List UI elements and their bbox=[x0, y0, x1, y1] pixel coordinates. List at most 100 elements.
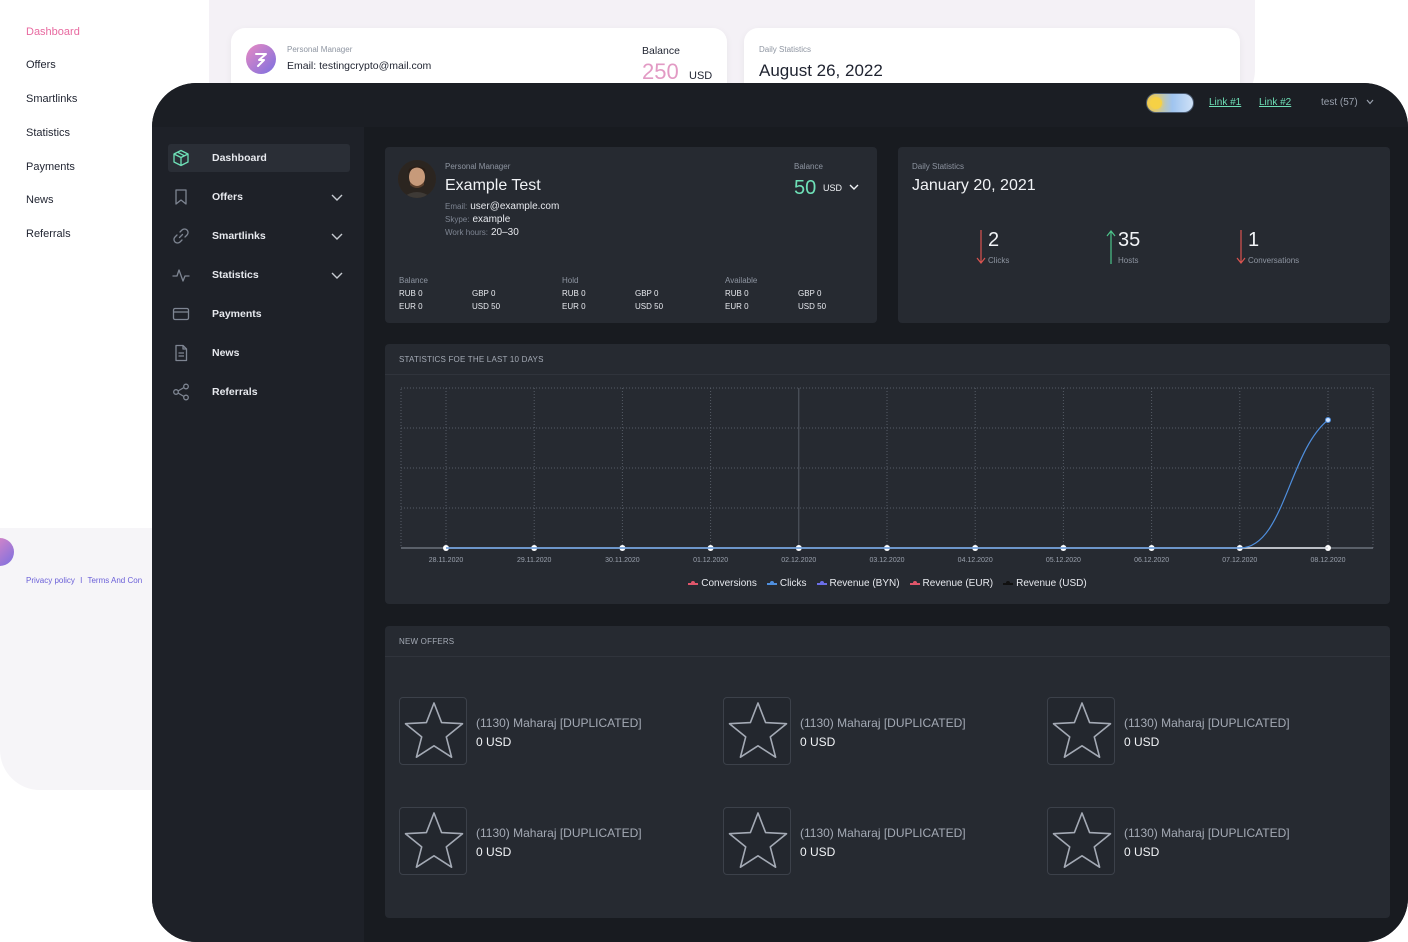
offer-item[interactable]: (1130) Maharaj [DUPLICATED] 0 USD bbox=[723, 697, 1023, 767]
bg-manager-email: Email: testingcrypto@mail.com bbox=[287, 60, 432, 72]
topbar-link-1[interactable]: Link #1 bbox=[1209, 97, 1242, 108]
offer-thumbnail[interactable] bbox=[723, 807, 791, 875]
offer-thumbnail[interactable] bbox=[723, 697, 791, 765]
user-menu[interactable]: test (57) bbox=[1321, 97, 1374, 108]
offer-price: 0 USD bbox=[476, 845, 512, 859]
sidebar-item-referrals[interactable]: Referrals bbox=[168, 378, 350, 406]
bg-nav-statistics[interactable]: Statistics bbox=[26, 127, 71, 139]
hold-column: Hold RUB 0 GBP 0 EUR 0 USD 50 bbox=[562, 276, 708, 313]
manager-photo bbox=[398, 160, 436, 198]
offer-thumbnail[interactable] bbox=[1047, 807, 1115, 875]
daily-date: January 20, 2021 bbox=[912, 177, 1036, 194]
bg-balance-label: Balance bbox=[642, 45, 680, 57]
x-tick-label: 03.12.2020 bbox=[869, 557, 904, 564]
star-icon bbox=[1052, 702, 1112, 758]
offer-title[interactable]: (1130) Maharaj [DUPLICATED] bbox=[476, 826, 642, 840]
offer-item[interactable]: (1130) Maharaj [DUPLICATED] 0 USD bbox=[723, 807, 1023, 877]
bg-nav-smartlinks[interactable]: Smartlinks bbox=[26, 93, 78, 105]
legend-marker bbox=[766, 580, 777, 585]
legend-label: Clicks bbox=[779, 578, 807, 589]
divider bbox=[385, 374, 1390, 375]
privacy-policy-link[interactable]: Privacy policy bbox=[26, 576, 75, 585]
legend-item[interactable]: Revenue (BYN) bbox=[816, 578, 900, 589]
chart-legend: Conversions Clicks Revenue (BYN) Revenue (E… bbox=[385, 578, 1390, 589]
legend-item[interactable]: Revenue (EUR) bbox=[909, 578, 994, 589]
terms-link[interactable]: Terms And Con bbox=[87, 576, 143, 585]
legend-item[interactable]: Conversions bbox=[688, 578, 757, 589]
offer-title[interactable]: (1130) Maharaj [DUPLICATED] bbox=[1124, 826, 1290, 840]
chevron-down-icon[interactable] bbox=[330, 190, 344, 204]
legend-label: Revenue (EUR) bbox=[922, 578, 994, 589]
x-tick-label: 04.12.2020 bbox=[958, 557, 993, 564]
bg-nav-referrals[interactable]: Referrals bbox=[26, 228, 71, 240]
divider bbox=[385, 656, 1390, 657]
data-point[interactable] bbox=[1325, 417, 1331, 423]
offer-thumbnail[interactable] bbox=[399, 807, 467, 875]
offer-thumbnail[interactable] bbox=[1047, 697, 1115, 765]
bg-balance-currency: USD bbox=[689, 70, 713, 82]
bg-nav-offers[interactable]: Offers bbox=[26, 59, 56, 71]
offer-price: 0 USD bbox=[800, 845, 836, 859]
x-tick-label: 06.12.2020 bbox=[1134, 557, 1169, 564]
chevron-down-icon[interactable] bbox=[330, 268, 344, 282]
manager-skype[interactable]: example bbox=[472, 214, 511, 225]
legend-item[interactable]: Revenue (USD) bbox=[1003, 578, 1087, 589]
offer-thumbnail[interactable] bbox=[399, 697, 467, 765]
sidebar-item-dashboard[interactable]: Dashboard bbox=[168, 144, 350, 172]
manager-email[interactable]: user@example.com bbox=[470, 201, 560, 212]
bg-manager-avatar bbox=[246, 44, 276, 74]
x-tick-label: 07.12.2020 bbox=[1222, 557, 1257, 564]
bg-nav-payments[interactable]: Payments bbox=[26, 161, 75, 173]
legend-marker bbox=[688, 580, 699, 585]
sidebar-item-payments[interactable]: Payments bbox=[168, 300, 350, 328]
currency-label: USD bbox=[823, 183, 843, 193]
sidebar-item-label: Offers bbox=[212, 191, 243, 203]
offers-section-title: NEW OFFERS bbox=[399, 637, 455, 646]
star-icon bbox=[728, 812, 788, 868]
hold-rub: RUB 0 bbox=[562, 289, 586, 298]
hold-gbp: GBP 0 bbox=[635, 289, 659, 298]
bg-footer-blob bbox=[0, 538, 14, 566]
sidebar-item-label: Payments bbox=[212, 308, 262, 320]
offer-price: 0 USD bbox=[476, 735, 512, 749]
legend-marker bbox=[1003, 580, 1014, 585]
offer-item[interactable]: (1130) Maharaj [DUPLICATED] 0 USD bbox=[399, 697, 699, 767]
balance-value: 50 bbox=[794, 177, 817, 199]
bg-nav-news[interactable]: News bbox=[26, 194, 54, 206]
offer-title[interactable]: (1130) Maharaj [DUPLICATED] bbox=[1124, 716, 1290, 730]
bg-nav-dashboard[interactable]: Dashboard bbox=[26, 26, 80, 38]
offer-item[interactable]: (1130) Maharaj [DUPLICATED] 0 USD bbox=[1047, 807, 1347, 877]
avatar bbox=[398, 160, 436, 198]
sidebar-item-statistics[interactable]: Statistics bbox=[168, 261, 350, 289]
currency-select[interactable]: USD bbox=[823, 183, 859, 193]
bg-footer-links: Privacy policy I Terms And Con bbox=[26, 576, 142, 585]
user-label: test (57) bbox=[1321, 97, 1358, 108]
topbar-link-2[interactable]: Link #2 bbox=[1259, 97, 1292, 108]
legend-item[interactable]: Clicks bbox=[766, 578, 807, 589]
offer-title[interactable]: (1130) Maharaj [DUPLICATED] bbox=[476, 716, 642, 730]
cube-icon bbox=[173, 149, 189, 167]
sidebar-item-offers[interactable]: Offers bbox=[168, 183, 350, 211]
x-tick-label: 29.11.2020 bbox=[517, 557, 552, 564]
balance-column-title: Balance bbox=[399, 276, 428, 285]
link-icon bbox=[173, 228, 189, 244]
offer-item[interactable]: (1130) Maharaj [DUPLICATED] 0 USD bbox=[1047, 697, 1347, 767]
sidebar-item-news[interactable]: News bbox=[168, 339, 350, 367]
x-tick-label: 08.12.2020 bbox=[1310, 557, 1345, 564]
offer-price: 0 USD bbox=[1124, 735, 1160, 749]
available-rub: RUB 0 bbox=[725, 289, 749, 298]
sidebar-item-smartlinks[interactable]: Smartlinks bbox=[168, 222, 350, 250]
sidebar: Dashboard Offers Smartlinks Statistics bbox=[152, 127, 364, 942]
theme-toggle[interactable] bbox=[1146, 93, 1194, 113]
document-icon bbox=[175, 344, 188, 362]
offer-title[interactable]: (1130) Maharaj [DUPLICATED] bbox=[800, 826, 966, 840]
line-chart[interactable]: 28.11.2020 29.11.2020 30.11.2020 01.12.2020… bbox=[385, 344, 1390, 574]
daily-stats-card: Daily Statistics January 20, 2021 2 Clic… bbox=[898, 147, 1390, 323]
available-usd: USD 50 bbox=[798, 302, 827, 311]
daily-label: Daily Statistics bbox=[912, 162, 965, 171]
share-icon bbox=[173, 383, 189, 401]
offer-item[interactable]: (1130) Maharaj [DUPLICATED] 0 USD bbox=[399, 807, 699, 877]
chevron-down-icon[interactable] bbox=[330, 229, 344, 243]
bg-daily-label: Daily Statistics bbox=[759, 45, 812, 54]
offer-title[interactable]: (1130) Maharaj [DUPLICATED] bbox=[800, 716, 966, 730]
